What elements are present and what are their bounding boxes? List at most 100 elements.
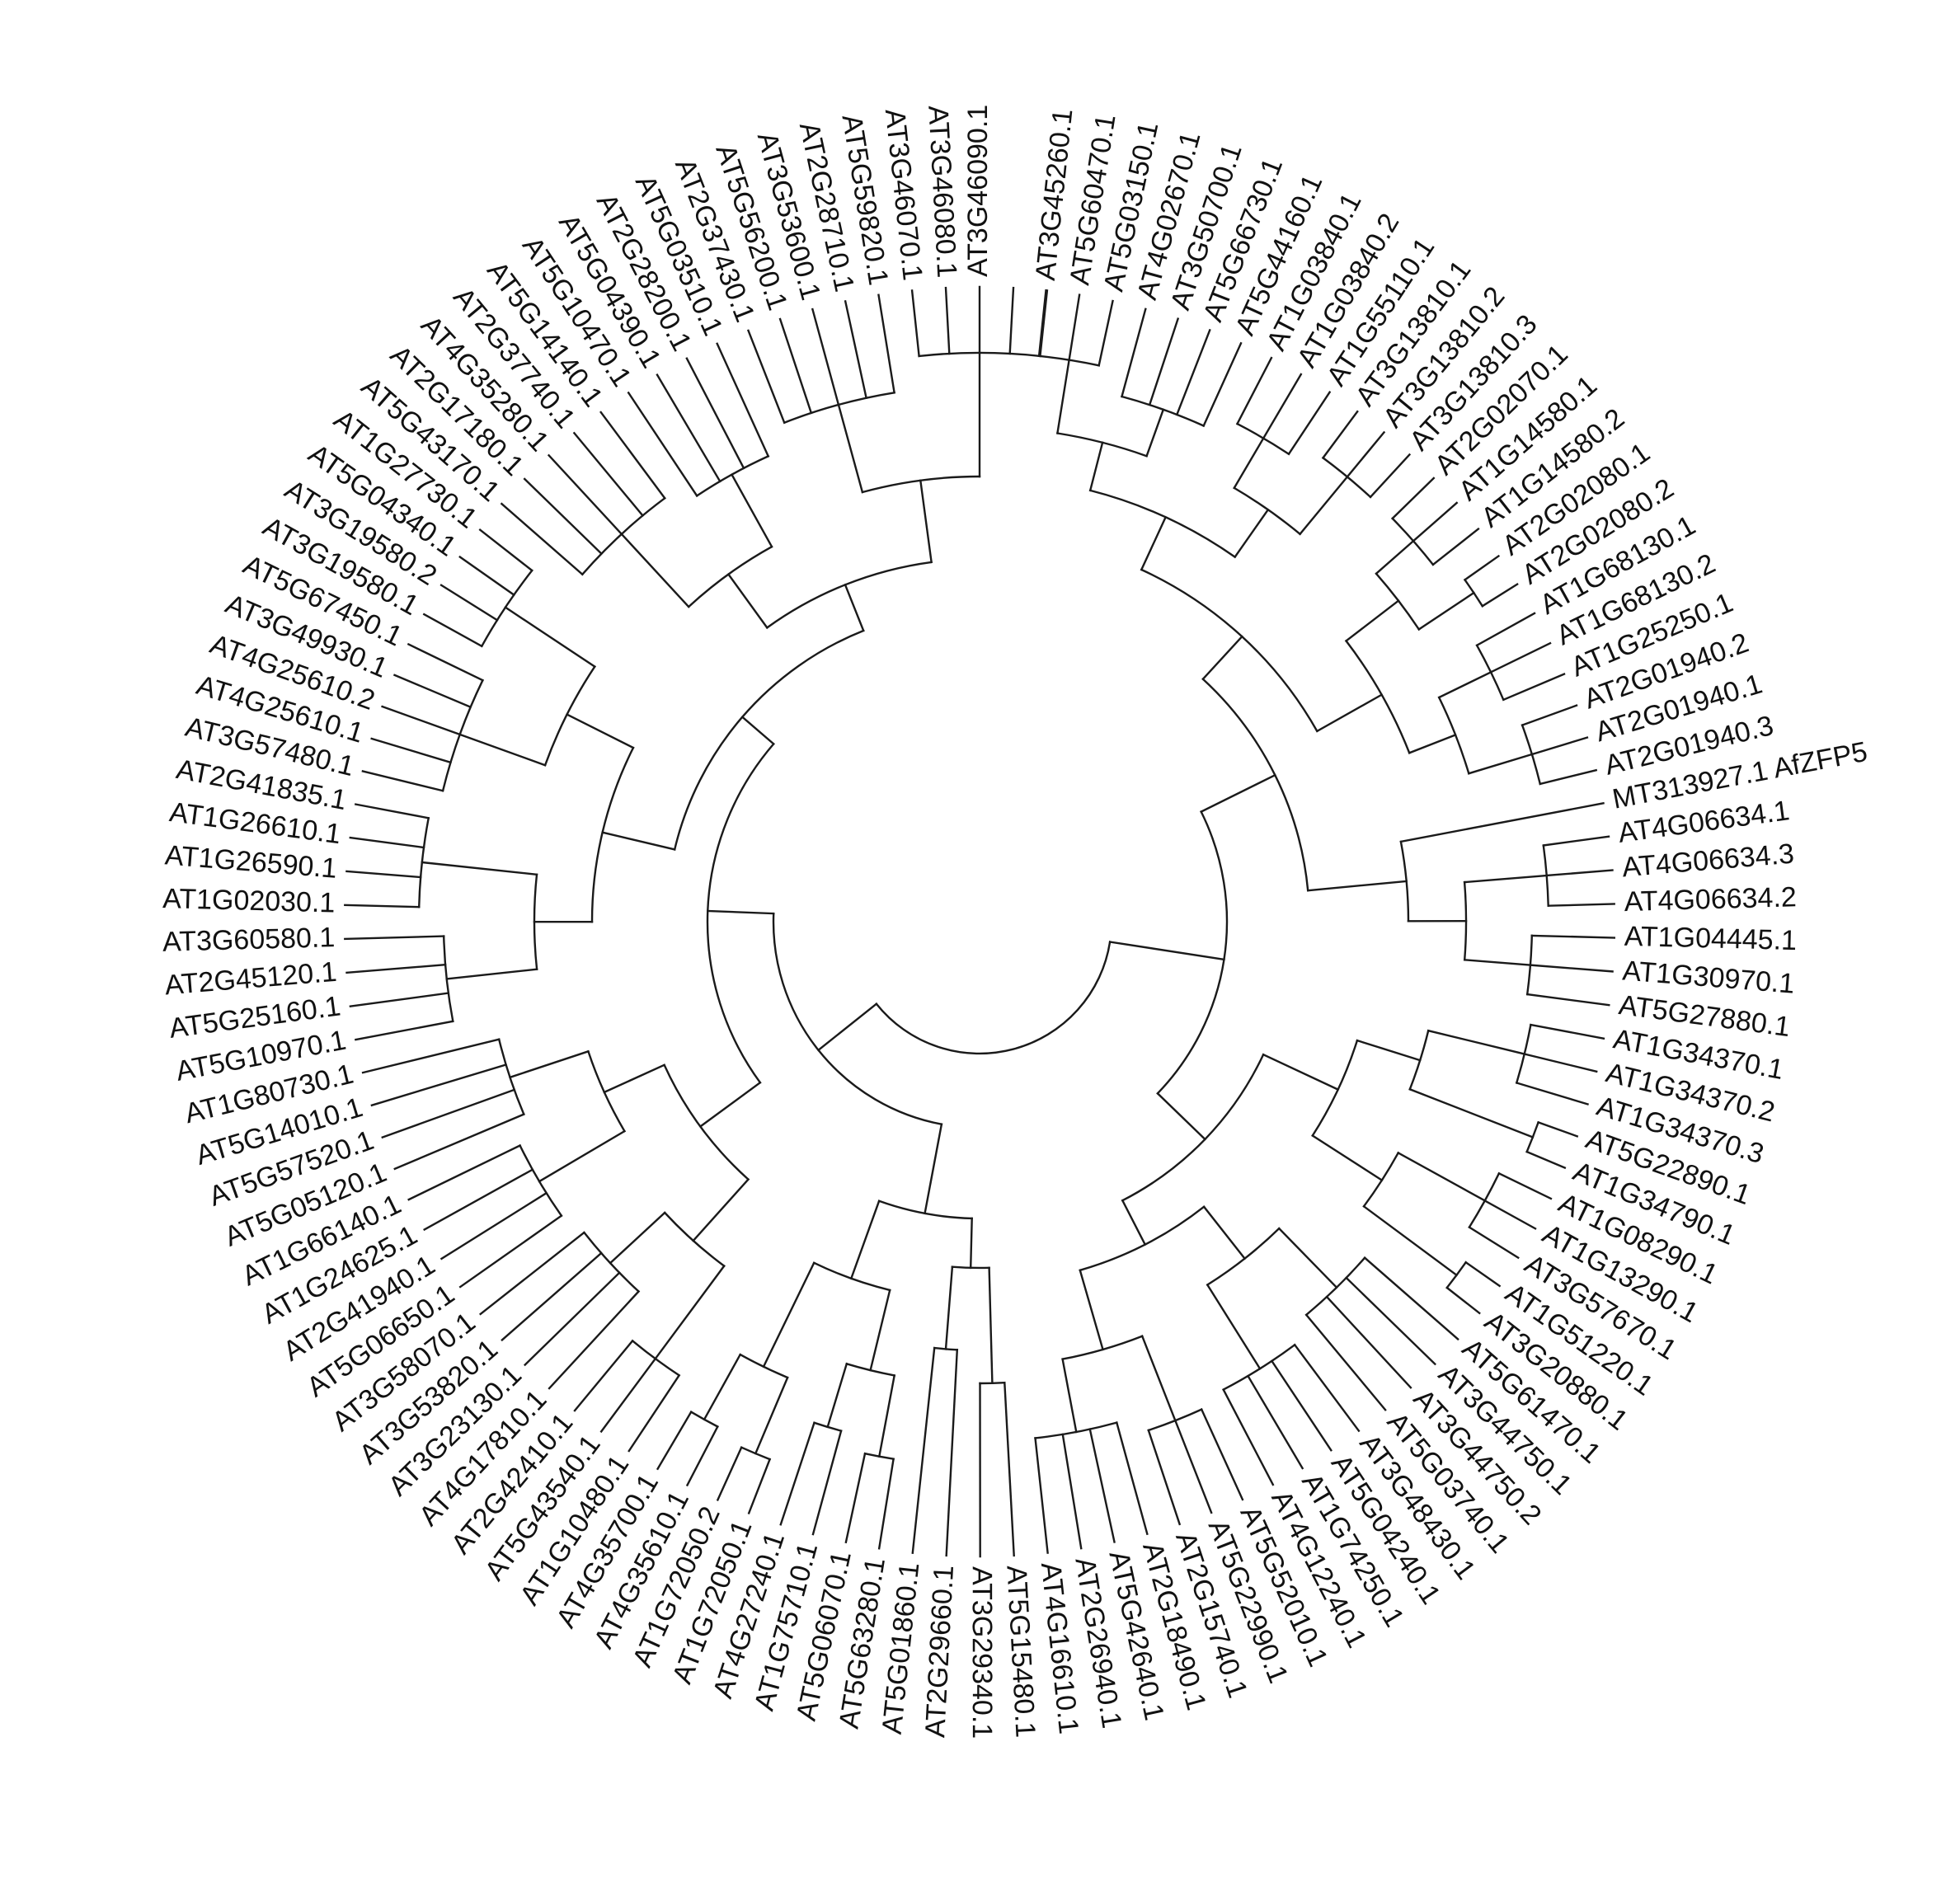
terminal-branch xyxy=(1497,1171,1553,1200)
terminal-branch xyxy=(599,1357,657,1434)
internal-branch xyxy=(1356,1039,1422,1062)
terminal-branch xyxy=(1463,554,1501,581)
terminal-branch xyxy=(1088,1428,1116,1543)
internal-branch xyxy=(1201,635,1243,681)
terminal-branch xyxy=(1489,641,1552,674)
terminal-branch xyxy=(547,453,623,536)
terminal-branch xyxy=(716,342,770,458)
terminal-branch xyxy=(478,528,533,572)
leaf-label: AT1G02030.1 xyxy=(162,883,336,918)
internal-branch xyxy=(698,1081,762,1129)
clade-arc xyxy=(1156,810,1229,1095)
terminal-branch xyxy=(524,1271,621,1367)
leaf-label: AT4G06634.2 xyxy=(1624,881,1797,918)
terminal-branch xyxy=(370,737,452,764)
terminal-branch xyxy=(656,1411,693,1471)
internal-branch xyxy=(944,1265,954,1350)
internal-branch xyxy=(654,1264,726,1360)
terminal-branch xyxy=(1008,286,1015,355)
internal-branch xyxy=(1397,1151,1487,1203)
terminal-branch xyxy=(1246,1374,1304,1470)
internal-branch xyxy=(924,1123,943,1215)
terminal-branch xyxy=(685,357,745,470)
internal-branch xyxy=(1145,408,1165,458)
leaf-label: AT1G04445.1 xyxy=(1624,921,1797,956)
internal-branch xyxy=(421,861,538,876)
terminal-branch xyxy=(361,1038,501,1074)
terminal-branch xyxy=(599,411,666,500)
terminal-branch xyxy=(423,1168,534,1232)
internal-branch xyxy=(445,968,538,980)
internal-branch xyxy=(1344,599,1400,643)
internal-branch xyxy=(692,1177,750,1242)
internal-branch xyxy=(1140,1335,1177,1422)
internal-branch xyxy=(1298,475,1349,536)
terminal-branch xyxy=(877,293,895,394)
terminal-branch xyxy=(1345,1276,1436,1366)
internal-branch xyxy=(849,1200,881,1280)
internal-branch xyxy=(1108,941,1225,961)
internal-branch xyxy=(609,1211,666,1265)
terminal-branch xyxy=(392,674,472,709)
terminal-branch xyxy=(344,935,445,941)
internal-branch xyxy=(816,1002,878,1052)
internal-branch xyxy=(730,473,773,548)
terminal-branch xyxy=(844,299,868,400)
internal-branch xyxy=(1262,1053,1340,1092)
internal-branch xyxy=(1140,515,1168,571)
internal-branch xyxy=(1427,1029,1526,1055)
terminal-branch xyxy=(1431,527,1480,566)
terminal-branch xyxy=(627,1373,681,1453)
internal-branch xyxy=(1463,874,1548,884)
terminal-branch xyxy=(627,391,698,498)
internal-branch xyxy=(538,1129,627,1183)
internal-branch xyxy=(601,831,676,851)
terminal-branch xyxy=(1475,612,1536,647)
terminal-branch xyxy=(349,836,425,849)
terminal-branch xyxy=(1304,1313,1387,1411)
terminal-branch xyxy=(1061,1433,1083,1550)
internal-branch xyxy=(1408,733,1457,754)
terminal-branch xyxy=(1542,835,1610,847)
terminal-branch xyxy=(1325,1295,1412,1389)
terminal-branch xyxy=(1222,1387,1275,1486)
internal-branch xyxy=(508,1049,590,1079)
terminal-branch xyxy=(1529,964,1614,973)
terminal-branch xyxy=(370,1063,508,1107)
internal-branch xyxy=(1408,1087,1535,1138)
terminal-branch xyxy=(1147,1429,1182,1526)
terminal-branch xyxy=(548,1289,641,1390)
terminal-branch xyxy=(361,770,444,792)
internal-branch xyxy=(1315,693,1384,733)
internal-branch xyxy=(1362,1204,1459,1277)
internal-branch xyxy=(1079,1269,1104,1351)
terminal-branch xyxy=(1121,308,1147,398)
internal-branch xyxy=(762,1261,815,1369)
terminal-branch xyxy=(1098,299,1114,367)
terminal-branch xyxy=(573,1339,634,1412)
internal-branch xyxy=(1437,670,1492,699)
internal-branch xyxy=(603,1063,666,1094)
terminal-branch xyxy=(345,963,447,974)
terminal-branch xyxy=(1483,1199,1537,1230)
terminal-branch xyxy=(458,1214,563,1289)
internal-branch xyxy=(1121,1199,1147,1246)
internal-branch xyxy=(1056,359,1070,434)
internal-branch xyxy=(726,572,768,630)
terminal-branch xyxy=(1034,1437,1049,1554)
internal-branch xyxy=(1467,753,1534,775)
tree-branches xyxy=(344,285,1616,1558)
terminal-branch xyxy=(1369,453,1412,499)
terminal-branch xyxy=(1525,993,1610,1007)
terminal-branch xyxy=(407,642,485,682)
internal-branch xyxy=(504,606,596,669)
terminal-branch xyxy=(1148,317,1180,406)
terminal-branch xyxy=(439,1191,548,1261)
internal-branch xyxy=(1375,539,1415,575)
internal-branch xyxy=(844,583,865,632)
terminal-branch xyxy=(500,502,584,576)
terminal-branch xyxy=(458,555,515,597)
terminal-branch xyxy=(479,1231,586,1316)
terminal-branch xyxy=(345,870,422,879)
terminal-branch xyxy=(354,1020,454,1041)
